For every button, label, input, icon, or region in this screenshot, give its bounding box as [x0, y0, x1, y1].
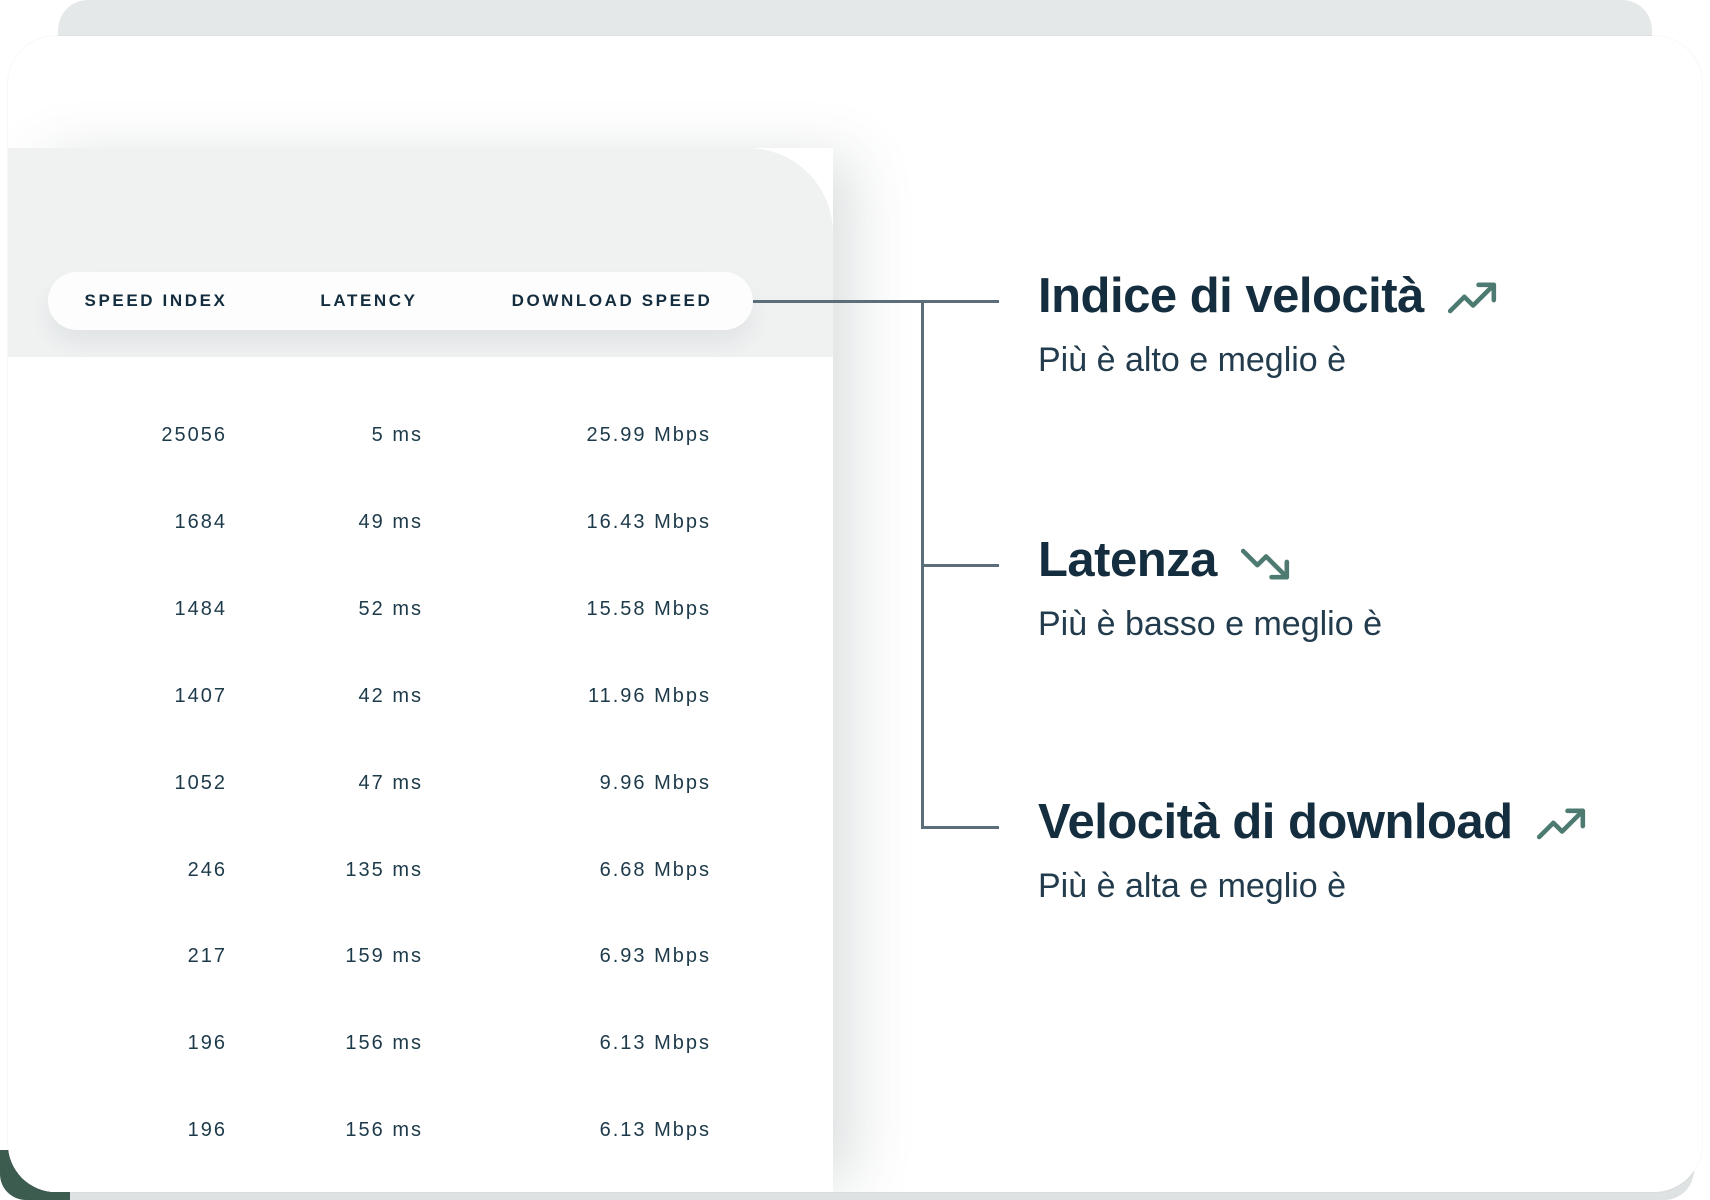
cell-speed-index: 196 [187, 1032, 227, 1055]
cell-download-speed: 6.93 Mbps [599, 945, 711, 968]
cell-speed-index: 1484 [174, 597, 227, 620]
trending-up-icon [1447, 282, 1496, 314]
cell-speed-index: 1407 [174, 684, 227, 707]
cell-latency: 156 ms [345, 1032, 423, 1055]
annotation-title: Velocità di download [1038, 795, 1513, 849]
table-row: 1684 49 ms 16.43 Mbps [8, 511, 833, 537]
column-header-latency: LATENCY [320, 291, 418, 310]
annotation-subtitle: Più è alto e meglio è [1038, 341, 1347, 379]
annotation-title: Indice di velocità [1038, 269, 1424, 323]
cell-download-speed: 9.96 Mbps [599, 771, 711, 794]
cell-latency: 47 ms [358, 771, 423, 794]
cell-latency: 156 ms [345, 1119, 423, 1142]
cell-speed-index: 1684 [174, 510, 227, 533]
table-row: 196 156 ms 6.13 Mbps [8, 1032, 833, 1058]
speedtest-window: SPEED INDEX LATENCY DOWNLOAD SPEED 25056… [8, 148, 833, 1192]
table-row: 196 156 ms 6.13 Mbps [8, 1119, 833, 1145]
annotation-speed-index: Indice di velocità Più è alto e meglio è [1038, 268, 1498, 380]
cell-download-speed: 16.43 Mbps [586, 510, 711, 533]
cell-latency: 42 ms [358, 684, 423, 707]
main-card: SPEED INDEX LATENCY DOWNLOAD SPEED 25056… [8, 36, 1702, 1192]
cell-speed-index: 246 [187, 858, 227, 881]
column-header-download-speed: DOWNLOAD SPEED [511, 291, 713, 310]
table-row: 1484 52 ms 15.58 Mbps [8, 598, 833, 624]
column-header-speed-index: SPEED INDEX [84, 291, 228, 310]
table-header-pill: SPEED INDEX LATENCY DOWNLOAD SPEED [48, 272, 753, 330]
cell-latency: 52 ms [358, 597, 423, 620]
cell-latency: 159 ms [345, 945, 423, 968]
cell-speed-index: 196 [187, 1119, 227, 1142]
cell-latency: 5 ms [371, 424, 423, 446]
table-row: 25056 5 ms 25.99 Mbps [8, 424, 833, 450]
cell-download-speed: 6.13 Mbps [599, 1119, 711, 1142]
cell-speed-index: 1052 [174, 771, 227, 794]
connector-line-download-speed [921, 826, 999, 829]
cell-download-speed: 6.13 Mbps [599, 1032, 711, 1055]
cell-speed-index: 217 [187, 945, 227, 968]
annotation-latency: Latenza Più è basso e meglio è [1038, 532, 1382, 644]
table-row: 1052 47 ms 9.96 Mbps [8, 772, 833, 798]
cell-download-speed: 15.58 Mbps [586, 597, 711, 620]
cell-latency: 135 ms [345, 858, 423, 881]
cell-download-speed: 25.99 Mbps [586, 424, 711, 446]
connector-line-latency [921, 564, 999, 567]
annotation-download-speed: Velocità di download Più è alta e meglio… [1038, 794, 1587, 906]
annotation-subtitle: Più è basso e meglio è [1038, 605, 1382, 643]
speedtest-table-body: 25056 5 ms 25.99 Mbps 1684 49 ms 16.43 M… [8, 357, 833, 1192]
cell-download-speed: 11.96 Mbps [587, 684, 711, 707]
trending-down-icon [1240, 548, 1290, 580]
annotation-title: Latenza [1038, 533, 1217, 587]
cell-latency: 49 ms [358, 510, 423, 533]
cell-download-speed: 6.68 Mbps [599, 858, 711, 881]
table-row: 246 135 ms 6.68 Mbps [8, 859, 833, 885]
table-row: 217 159 ms 6.93 Mbps [8, 945, 833, 971]
cell-speed-index: 25056 [161, 424, 227, 446]
annotation-subtitle: Più è alta e meglio è [1038, 867, 1347, 905]
connector-line-speed-index [753, 300, 999, 303]
trending-up-icon [1536, 808, 1585, 840]
table-row: 1407 42 ms 11.96 Mbps [8, 685, 833, 711]
speedtest-window-header: SPEED INDEX LATENCY DOWNLOAD SPEED [8, 148, 833, 357]
